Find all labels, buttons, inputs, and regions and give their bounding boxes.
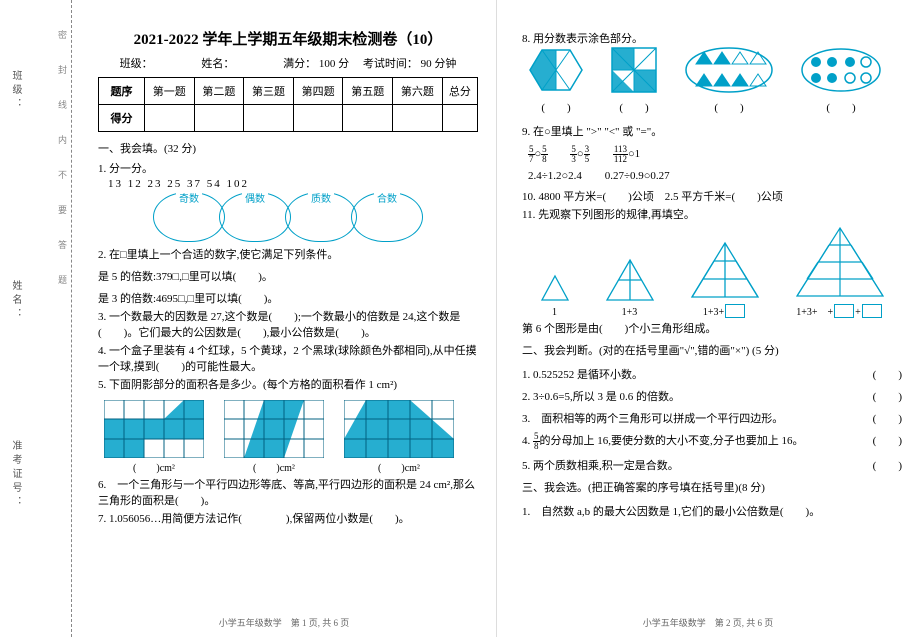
q5: 5. 下面阴影部分的面积各是多少。(每个方格的面积看作 1 cm²) (98, 376, 478, 392)
section-3-title: 三、我会选。(把正确答案的序号填在括号里)(8 分) (522, 481, 902, 497)
j5: 5. 两个质数相乘,积一定是合数。( ) (522, 457, 902, 473)
q8-fig-grid: ( ) (610, 46, 658, 115)
meta-full-value: 100 分 (319, 58, 349, 70)
meta-time-label: 考试时间： (363, 58, 418, 70)
paper-title: 2021-2022 学年上学期五年级期末检测卷（10） (98, 28, 478, 49)
s1: 1. 自然数 a,b 的最大公因数是 1,它们的最小公倍数是( )。 (522, 503, 902, 519)
q9: 9. 在○里填上 ">" "<" 或 "="。 (522, 123, 902, 139)
q9-row2: 2.4÷1.2○2.4 0.27÷0.9○0.27 (528, 170, 902, 186)
q2b: 是 3 的倍数:4695□,□里可以填( )。 (98, 290, 478, 306)
set-odd-label: 奇数 (176, 190, 202, 205)
score-row-label-2: 得分 (99, 105, 145, 132)
q2: 2. 在□里填上一个合适的数字,使它满足下列条件。 (98, 246, 478, 262)
set-even-label: 偶数 (242, 190, 268, 205)
section-1-title: 一、我会填。(32 分) (98, 142, 478, 158)
q8: 8. 用分数表示涂色部分。 (522, 30, 902, 46)
col-total: 总分 (442, 78, 477, 105)
q5-fig2-caption: ( )cm² (224, 459, 324, 474)
col-5: 第五题 (343, 78, 393, 105)
page-2: 8. 用分数表示涂色部分。 ( ) ( ) (496, 0, 920, 637)
set-even: 偶数 (219, 192, 291, 242)
binding-strip: 班级： 姓名： 准考证号： 密 封 线 内 不 要 答 题 (0, 0, 72, 637)
score-table: 题序 第一题 第二题 第三题 第四题 第五题 第六题 总分 得分 (98, 77, 478, 132)
q11-tail: 第 6 个图形是由( )个小三角形组成。 (522, 320, 902, 336)
col-6: 第六题 (393, 78, 443, 105)
meta-full-label: 满分： (283, 58, 316, 70)
binding-name-label: 姓名： (8, 280, 23, 322)
q8-fig-triangles: ( ) (684, 46, 774, 115)
q4: 4. 一个盒子里装有 4 个红球，5 个黄球，2 个黑球(球除颜色外都相同),从… (98, 342, 478, 374)
q7: 7. 1.056056…用简便方法记作( ),保留两位小数是( )。 (98, 510, 478, 526)
tri-3: 1+3+ (690, 241, 760, 318)
table-row: 题序 第一题 第二题 第三题 第四题 第五题 第六题 总分 (99, 78, 478, 105)
binding-seal-text: 密 封 线 内 不 要 答 题 (56, 30, 69, 610)
page-2-footer: 小学五年级数学 第 2 页, 共 6 页 (496, 616, 920, 629)
q5-fig-1: ( )cm² (104, 400, 204, 474)
q8-figures: ( ) ( ) (528, 46, 902, 115)
q11-triangles: 1 1+3 1+3+ 1+3+ ++ (522, 226, 902, 318)
meta-name-label: 姓名： (201, 58, 234, 70)
set-composite-label: 合数 (374, 190, 400, 205)
section-2-title: 二、我会判断。(对的在括号里画"√",错的画"×") (5 分) (522, 344, 902, 360)
paper-meta: 班级： 姓名： 满分： 100 分 考试时间： 90 分钟 (98, 55, 478, 71)
col-1: 第一题 (145, 78, 195, 105)
j4: 4. 58的分母加上 16,要使分数的大小不变,分子也要加上 16。( ) (522, 432, 902, 451)
j1: 1. 0.525252 是循环小数。( ) (522, 366, 902, 382)
col-4: 第四题 (293, 78, 343, 105)
set-odd: 奇数 (153, 192, 225, 242)
q11: 11. 先观察下列图形的规律,再填空。 (522, 206, 902, 222)
meta-time-value: 90 分钟 (421, 58, 457, 70)
q8-fig-dots: ( ) (800, 46, 882, 115)
binding-class-label: 班级： (8, 70, 23, 112)
set-composite: 合数 (351, 192, 423, 242)
score-row-label-1: 题序 (99, 78, 145, 105)
col-2: 第二题 (194, 78, 244, 105)
tri-4: 1+3+ ++ (795, 226, 885, 318)
q1-sets: 奇数 偶数 质数 合数 (98, 192, 478, 242)
page-1: 2021-2022 学年上学期五年级期末检测卷（10） 班级： 姓名： 满分： … (72, 0, 496, 637)
q5-fig3-caption: ( )cm² (344, 459, 454, 474)
pages-container: 2021-2022 学年上学期五年级期末检测卷（10） 班级： 姓名： 满分： … (72, 0, 920, 637)
binding-id-label: 准考证号： (8, 440, 23, 510)
set-prime-label: 质数 (308, 190, 334, 205)
q1-numbers: 13 12 23 25 37 54 102 (108, 178, 478, 190)
q1-label: 1. 分一分。 (98, 160, 478, 176)
j3: 3. 面积相等的两个三角形可以拼成一个平行四边形。( ) (522, 410, 902, 426)
meta-class-label: 班级： (120, 58, 153, 70)
q3: 3. 一个数最大的因数是 27,这个数是( );一个数最小的倍数是 24,这个数… (98, 308, 478, 340)
q5-fig-2: ( )cm² (224, 400, 324, 474)
q10: 10. 4800 平方米=( )公顷 2.5 平方千米=( )公顷 (522, 188, 902, 204)
col-3: 第三题 (244, 78, 294, 105)
q9-2b: 0.27÷0.9○0.27 (605, 170, 670, 182)
q5-fig-3: ( )cm² (344, 400, 454, 474)
q9-row1: 57○58 53○35 113112○1 (528, 145, 902, 168)
tri-1: 1 (540, 274, 570, 318)
j2: 2. 3÷0.6=5,所以 3 是 0.6 的倍数。( ) (522, 388, 902, 404)
q5-fig1-caption: ( )cm² (104, 459, 204, 474)
set-prime: 质数 (285, 192, 357, 242)
tri-2: 1+3 (605, 258, 655, 318)
q8-fig-hexagon: ( ) (528, 46, 584, 115)
q5-figures: ( )cm² ( )cm² (104, 396, 478, 474)
q6: 6. 一个三角形与一个平行四边形等底、等高,平行四边形的面积是 24 cm²,那… (98, 476, 478, 508)
page-1-footer: 小学五年级数学 第 1 页, 共 6 页 (72, 616, 496, 629)
q9-2a: 2.4÷1.2○2.4 (528, 170, 582, 182)
q2a: 是 5 的倍数:379□,□里可以填( )。 (98, 268, 478, 284)
table-row: 得分 (99, 105, 478, 132)
